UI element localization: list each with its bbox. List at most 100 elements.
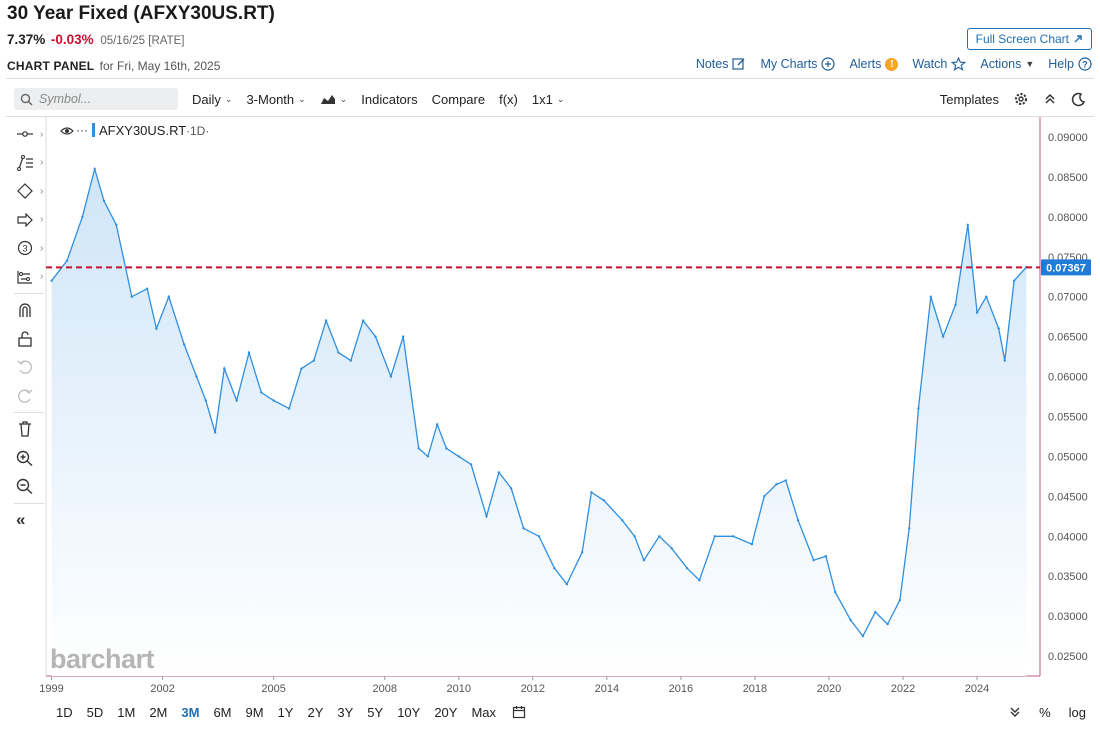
layout-dropdown[interactable]: 1x1 ⌄ <box>532 92 565 107</box>
undo-icon <box>17 360 32 375</box>
last-price-tag-label: 0.07367 <box>1046 262 1086 274</box>
data-point <box>698 579 701 582</box>
gear-icon[interactable] <box>1013 91 1029 107</box>
chevron-right-icon: › <box>40 128 44 140</box>
data-point <box>300 367 303 370</box>
chevron-down-icon: ⌄ <box>556 93 565 104</box>
notes-button[interactable]: Notes <box>696 57 747 71</box>
data-point <box>824 555 828 558</box>
zoom-out-button[interactable] <box>10 472 46 501</box>
redo-button[interactable] <box>10 382 46 411</box>
shapes-icon <box>17 183 33 200</box>
alerts-button[interactable]: Alerts ! <box>849 57 899 71</box>
actions-label: Actions <box>980 57 1022 71</box>
x-tick-label: 2018 <box>743 683 767 695</box>
lines-tool-button[interactable]: › <box>10 149 46 178</box>
undo-button[interactable] <box>10 353 46 382</box>
data-point <box>917 407 920 410</box>
range-button-10y[interactable]: 10Y <box>397 704 421 720</box>
chart-type-dropdown[interactable]: ⌄ <box>320 93 347 105</box>
percent-scale-button[interactable]: % <box>1039 704 1051 720</box>
range-button-20y[interactable]: 20Y <box>434 704 458 720</box>
range-button-2y[interactable]: 2Y <box>307 704 324 720</box>
zoom-in-button[interactable] <box>10 444 46 473</box>
data-point <box>834 590 837 594</box>
arrow-tool-button[interactable]: › <box>10 206 46 235</box>
range-button-max[interactable]: Max <box>471 704 497 720</box>
y-tick-label: 0.08000 <box>1048 212 1088 224</box>
range-button-3y[interactable]: 3Y <box>337 704 354 720</box>
y-tick-label: 0.09000 <box>1048 132 1088 144</box>
collapse-sidebar-button[interactable]: « <box>10 506 46 535</box>
range-button-2m[interactable]: 2M <box>149 704 168 720</box>
more-options-icon[interactable]: ··· <box>76 123 88 137</box>
help-button[interactable]: Help ? <box>1048 57 1092 71</box>
data-point <box>417 447 420 450</box>
y-tick-label: 0.05500 <box>1048 411 1088 423</box>
measure-tool-button[interactable]: › <box>10 263 46 292</box>
series-legend: ··· AFXY30US.RT ·1D· <box>60 123 209 138</box>
range-button-9m[interactable]: 9M <box>245 704 264 720</box>
data-point <box>633 535 636 538</box>
symbol-search-input[interactable]: Symbol... <box>14 88 178 110</box>
data-point <box>796 519 800 522</box>
full-screen-chart-button[interactable]: Full Screen Chart <box>966 28 1092 50</box>
chevron-right-icon: › <box>40 242 44 254</box>
data-point <box>966 223 969 226</box>
sidebar-divider <box>14 293 44 294</box>
data-point <box>102 199 106 203</box>
interval-dropdown[interactable]: Daily ⌄ <box>192 92 232 107</box>
lock-button[interactable] <box>10 325 46 354</box>
collapse-up-icon[interactable] <box>1043 92 1057 106</box>
calendar-icon[interactable] <box>512 705 526 719</box>
y-tick-label: 0.06000 <box>1048 372 1088 384</box>
range-button-1d[interactable]: 1D <box>56 704 73 720</box>
symbol-search-placeholder: Symbol... <box>39 92 92 106</box>
y-tick-label: 0.02500 <box>1048 651 1088 663</box>
range-button-3m[interactable]: 3M <box>181 704 200 720</box>
range-button-5y[interactable]: 5Y <box>367 704 384 720</box>
quote-meta: 05/16/25 [RATE] <box>100 35 185 47</box>
actions-button[interactable]: Actions ▼ <box>980 57 1034 71</box>
data-point <box>886 622 889 626</box>
functions-button[interactable]: f(x) <box>499 92 518 107</box>
data-point <box>146 287 149 290</box>
range-button-5d[interactable]: 5D <box>86 704 104 720</box>
compare-button[interactable]: Compare <box>432 92 485 107</box>
log-scale-button[interactable]: log <box>1068 704 1086 720</box>
watch-button[interactable]: Watch <box>912 57 967 71</box>
y-tick-label: 0.07000 <box>1048 292 1088 304</box>
double-chevron-down-icon[interactable] <box>1009 706 1021 718</box>
crosshair-tool-button[interactable]: › <box>10 120 46 149</box>
eye-icon[interactable] <box>60 127 74 135</box>
range-button-1m[interactable]: 1M <box>117 704 136 720</box>
indicators-button[interactable]: Indicators <box>361 92 417 107</box>
data-point <box>235 399 238 402</box>
data-point <box>497 471 501 474</box>
delete-drawings-button[interactable] <box>10 415 46 444</box>
my-charts-button[interactable]: My Charts <box>760 57 836 71</box>
number-tool-button[interactable]: 3 › <box>10 234 46 263</box>
x-tick-label: 2002 <box>150 683 174 695</box>
period-dropdown[interactable]: 3-Month ⌄ <box>246 92 305 107</box>
range-button-6m[interactable]: 6M <box>213 704 232 720</box>
help-label: Help <box>1048 57 1074 71</box>
edit-icon <box>732 58 745 70</box>
redo-icon <box>18 389 33 403</box>
range-button-1y[interactable]: 1Y <box>277 704 294 720</box>
indicators-label: Indicators <box>361 91 418 107</box>
layout-label: 1x1 <box>531 91 553 107</box>
magnet-button[interactable] <box>10 296 46 325</box>
lock-icon <box>18 331 32 347</box>
zoom-out-icon <box>16 479 33 495</box>
chevron-right-icon: › <box>40 185 44 197</box>
chart-panel-title: CHART PANEL <box>7 59 95 73</box>
data-point <box>537 535 541 538</box>
data-point <box>426 455 430 458</box>
dark-mode-icon[interactable] <box>1071 92 1086 107</box>
templates-button[interactable]: Templates <box>939 91 999 107</box>
shapes-tool-button[interactable]: › <box>10 177 46 206</box>
functions-label: f(x) <box>499 91 518 107</box>
data-point <box>183 343 186 346</box>
